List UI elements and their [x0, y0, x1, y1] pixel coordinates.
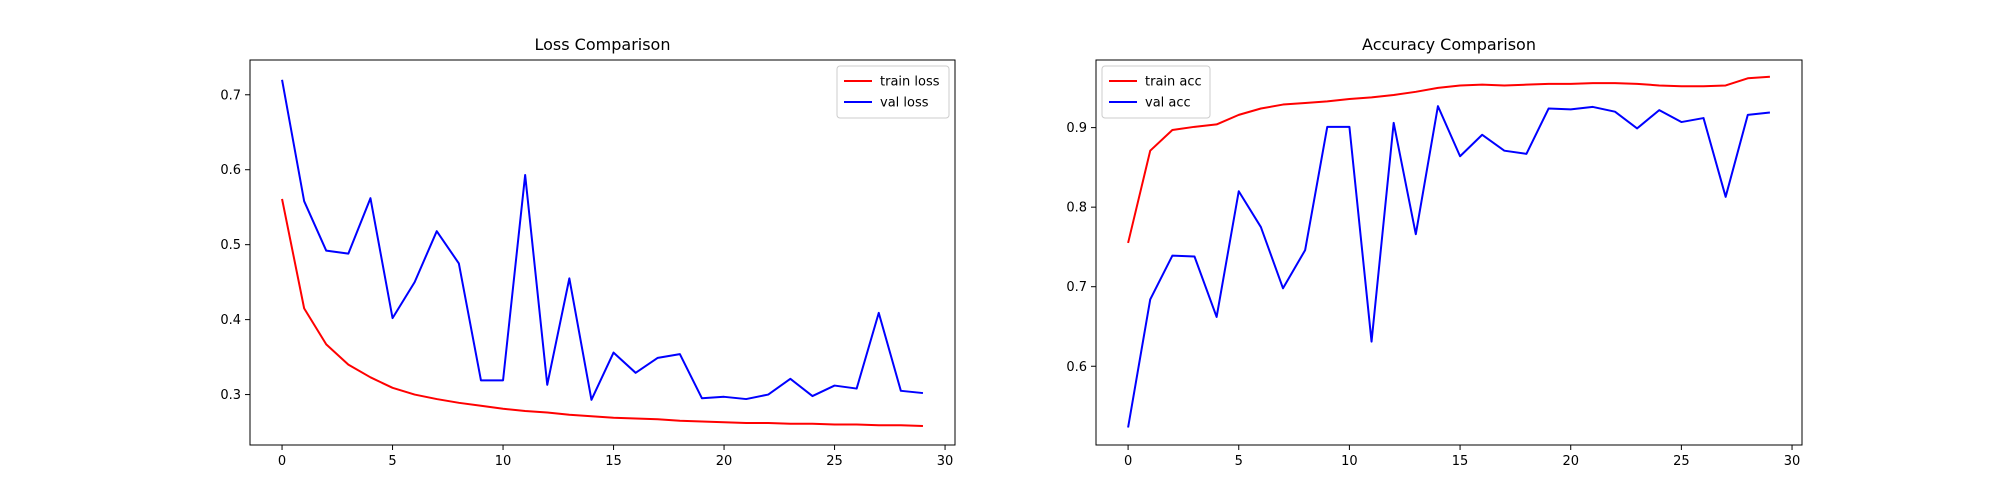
y-tick-label: 0.4: [220, 313, 241, 328]
x-tick-label: 30: [937, 454, 954, 469]
legend-label: val acc: [1145, 96, 1191, 111]
legend-label: val loss: [880, 96, 929, 111]
x-tick-label: 10: [1341, 454, 1358, 469]
y-tick-label: 0.9: [1066, 121, 1087, 136]
y-tick-label: 0.5: [220, 238, 241, 253]
series-line-train-loss: [281, 198, 923, 428]
legend-label: train acc: [1145, 75, 1202, 90]
x-tick-label: 5: [1235, 454, 1243, 469]
legend-label: train loss: [880, 75, 940, 90]
legend-box: [1101, 65, 1211, 119]
accuracy-chart-title: Accuracy Comparison: [1362, 35, 1536, 54]
x-tick-label: 25: [1673, 454, 1690, 469]
y-tick-label: 0.7: [220, 88, 241, 103]
series-line-val-loss: [281, 79, 924, 401]
accuracy-chart: Accuracy Comparison 0 5 10 15 20 25 30 0.6 0.7 0.8…: [1066, 35, 1803, 469]
x-tick-label: 20: [716, 454, 733, 469]
x-tick-label: 0: [1124, 454, 1132, 469]
x-tick-label: 5: [388, 454, 396, 469]
x-tick-label: 15: [605, 454, 622, 469]
series-line-val-acc: [1127, 105, 1771, 428]
y-tick-label: 0.3: [220, 388, 241, 403]
loss-chart: Loss Comparison 0 5 10 15 20 25 30 0.3 0.4 0.5 0.6 0…: [220, 35, 956, 469]
x-tick-label: 0: [278, 454, 286, 469]
y-tick-label: 0.6: [220, 163, 241, 178]
series-line-train-acc: [1127, 75, 1770, 244]
loss-chart-title: Loss Comparison: [535, 35, 671, 54]
legend-box: [836, 65, 950, 119]
y-tick-label: 0.7: [1066, 280, 1087, 295]
y-tick-label: 0.8: [1066, 201, 1087, 216]
x-tick-label: 10: [495, 454, 512, 469]
y-tick-label: 0.6: [1066, 360, 1087, 375]
plot-frame: [1095, 59, 1803, 446]
x-tick-label: 15: [1452, 454, 1469, 469]
plot-frame: [249, 59, 956, 446]
x-tick-label: 20: [1562, 454, 1579, 469]
x-tick-label: 30: [1784, 454, 1801, 469]
x-tick-label: 25: [826, 454, 843, 469]
